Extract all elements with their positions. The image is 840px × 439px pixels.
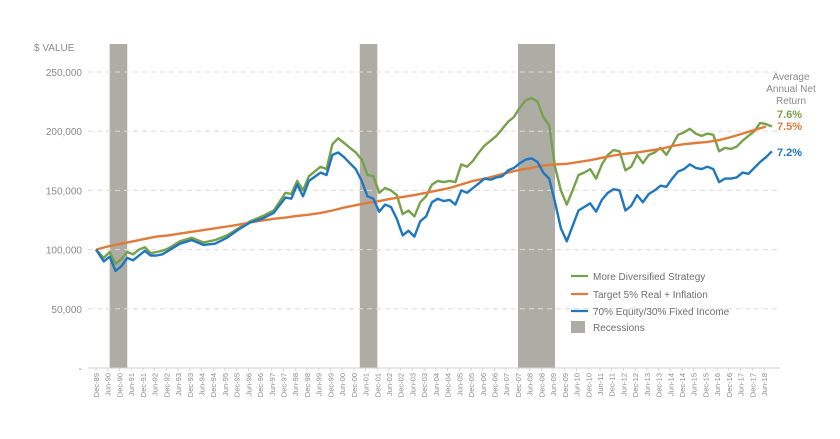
x-tick-label-54: Dec-16	[725, 373, 734, 397]
x-tick-label-52: Dec-15	[701, 373, 710, 397]
x-tick-label-31: Jun-05	[455, 373, 464, 396]
x-tick-label-14: Dec-96	[256, 373, 265, 397]
x-tick-label-19: Jun-99	[315, 373, 324, 396]
y-tick-label-2: 150,000	[46, 186, 83, 197]
x-tick-label-17: Jun-98	[291, 373, 300, 396]
x-tick-label-30: Dec-04	[444, 373, 453, 397]
x-tick-label-11: Jun-95	[221, 373, 230, 396]
x-tick-label-41: Jun-10	[573, 373, 582, 396]
x-tick-label-36: Dec-07	[514, 373, 523, 397]
x-tick-label-22: Dec-00	[350, 373, 359, 397]
x-tick-label-18: Dec-98	[303, 373, 312, 397]
y-tick-label-1: 200,000	[46, 127, 83, 138]
x-axis-ticks: Dec-89 Jun-90 Dec-90 Jun-91 Dec-91 Jun-92 Dec-…	[92, 368, 769, 397]
end-label-2: 7.2%	[777, 147, 802, 159]
x-tick-label-57: Jun-18	[760, 373, 769, 396]
x-tick-label-10: Dec-94	[209, 373, 218, 397]
x-tick-label-2: Dec-90	[115, 373, 124, 397]
y-tick-label-5: -	[79, 364, 82, 375]
recession-band-2	[517, 44, 556, 368]
x-tick-label-38: Dec-08	[537, 373, 546, 397]
annotation-line-2: Annual Net	[766, 84, 816, 95]
x-tick-label-46: Dec-12	[631, 373, 640, 397]
x-tick-label-35: Jun-07	[502, 373, 511, 396]
x-tick-label-55: Jun-17	[737, 373, 746, 396]
legend-label-equity: 70% Equity/30% Fixed Income	[593, 307, 730, 318]
x-tick-label-40: Dec-09	[561, 373, 570, 397]
x-tick-label-29: Jun-04	[432, 373, 441, 396]
x-tick-label-51: Jun-15	[690, 373, 699, 396]
x-tick-label-44: Dec-11	[608, 373, 617, 397]
x-tick-label-23: Jun-01	[362, 373, 371, 396]
x-tick-label-9: Jun-94	[197, 373, 206, 396]
y-tick-label-0: 250,000	[46, 68, 83, 79]
annotation-line-3: Return	[776, 96, 806, 107]
recession-bands	[109, 44, 556, 368]
x-tick-label-43: Jun-11	[596, 373, 605, 395]
legend-label-target: Target 5% Real + Inflation	[593, 290, 708, 301]
x-tick-label-3: Jun-91	[127, 373, 136, 396]
end-label-0: 7.6%	[777, 109, 802, 121]
x-tick-label-42: Dec-10	[584, 373, 593, 397]
series-line-1	[95, 125, 767, 251]
annotation: Average Annual Net Return	[766, 72, 816, 107]
x-tick-label-16: Dec-97	[280, 373, 289, 397]
x-tick-label-24: Dec-01	[373, 373, 382, 397]
x-tick-label-28: Dec-03	[420, 373, 429, 397]
y-axis-label: $ VALUE	[34, 43, 75, 54]
x-tick-label-47: Jun-13	[643, 373, 652, 396]
x-tick-label-13: Jun-96	[244, 373, 253, 396]
legend-label-diversified: More Diversified Strategy	[593, 272, 705, 283]
x-tick-label-32: Dec-05	[467, 373, 476, 397]
x-tick-label-7: Jun-93	[174, 373, 183, 396]
x-tick-label-39: Jun-09	[549, 373, 558, 396]
x-tick-label-48: Dec-13	[655, 373, 664, 397]
x-tick-label-20: Dec-99	[326, 373, 335, 397]
y-tick-label-3: 100,000	[46, 246, 83, 257]
x-tick-label-21: Jun-00	[338, 373, 347, 396]
series-line-0	[95, 96, 773, 265]
recession-band-0	[109, 44, 128, 368]
x-tick-label-26: Dec-02	[397, 373, 406, 397]
x-tick-label-33: Jun-06	[479, 373, 488, 396]
x-tick-label-49: Jun-14	[666, 373, 675, 396]
series-lines	[94, 96, 773, 273]
x-tick-label-15: Jun-97	[268, 373, 277, 396]
x-tick-label-50: Dec-14	[678, 373, 687, 397]
x-tick-label-53: Jun-16	[713, 373, 722, 396]
legend-swatch-recessions	[571, 321, 585, 333]
end-label-1: 7.5%	[777, 121, 802, 133]
x-tick-label-37: Jun-08	[526, 373, 535, 396]
x-tick-label-6: Dec-92	[162, 373, 171, 397]
x-tick-label-27: Jun-03	[408, 373, 417, 396]
x-tick-label-5: Jun-92	[151, 373, 160, 396]
x-tick-label-56: Dec-17	[748, 373, 757, 397]
x-tick-label-25: Jun-02	[385, 373, 394, 396]
recession-band-1	[359, 44, 378, 368]
annotation-line-1: Average	[772, 72, 810, 83]
x-tick-label-8: Dec-93	[186, 373, 195, 397]
x-tick-label-1: Jun-90	[104, 373, 113, 396]
series-line-2	[94, 150, 773, 273]
x-tick-label-12: Dec-95	[233, 373, 242, 397]
x-tick-label-45: Jun-12	[619, 373, 628, 396]
legend: More Diversified Strategy Target 5% Real…	[571, 272, 730, 334]
y-axis-ticks: 250,000 200,000 150,000 100,000 50,000 -	[46, 68, 83, 375]
legend-label-recessions: Recessions	[593, 323, 645, 334]
gridlines	[88, 71, 780, 369]
x-tick-label-0: Dec-89	[92, 373, 101, 397]
x-tick-label-4: Dec-91	[139, 373, 148, 397]
end-labels: 7.6%7.5% 7.2%	[777, 109, 802, 159]
x-tick-label-34: Dec-06	[490, 373, 499, 397]
y-tick-label-4: 50,000	[51, 305, 82, 316]
